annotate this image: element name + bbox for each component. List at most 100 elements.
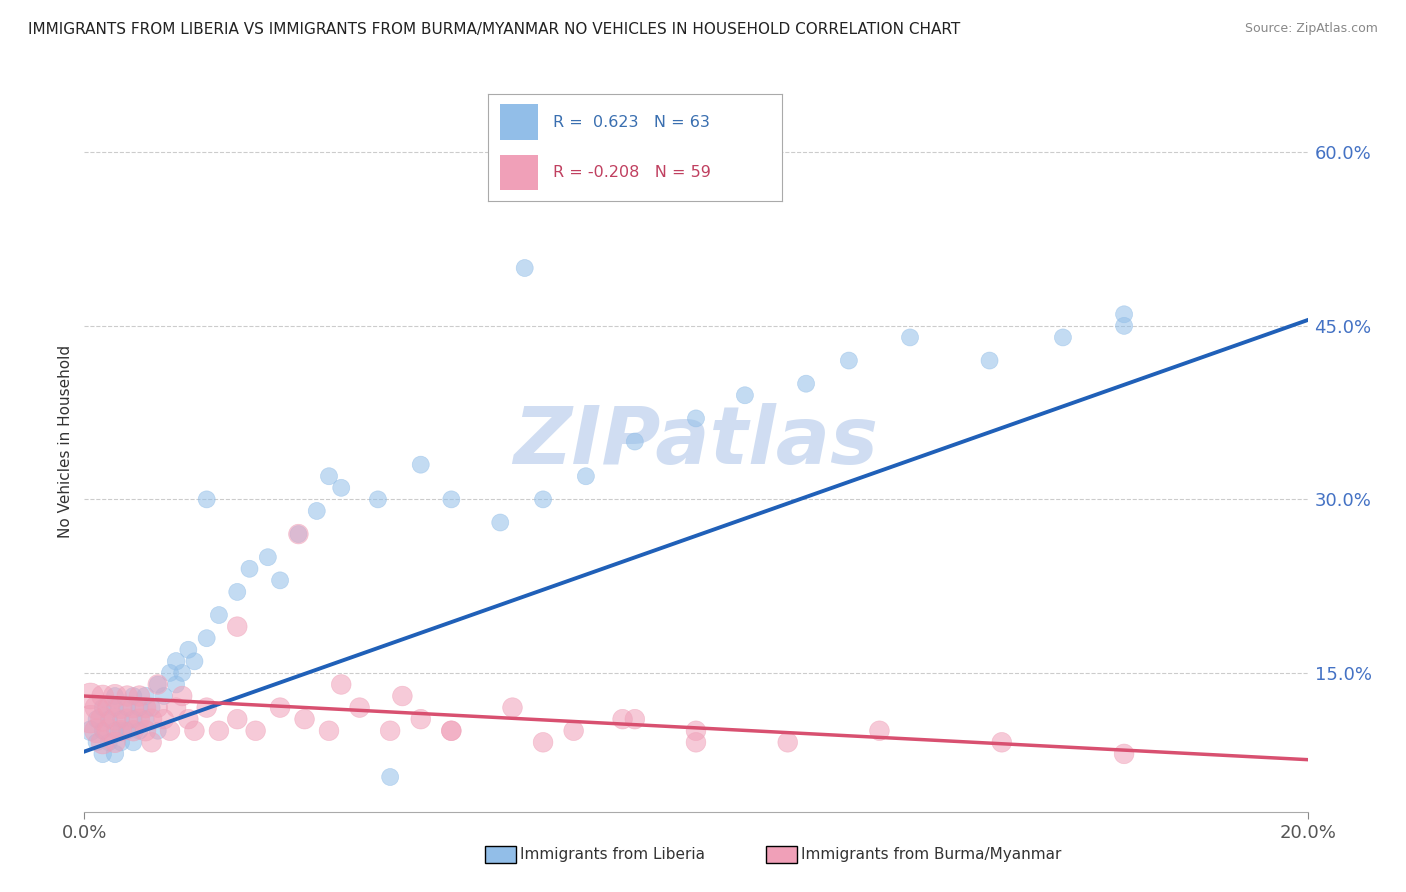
Point [440,723,463,738]
Point [776,735,799,749]
Point [1114,318,1136,333]
Point [294,712,316,726]
Point [141,712,163,726]
Point [122,712,145,726]
Point [183,654,205,668]
Point [269,574,291,588]
Point [575,469,598,483]
Point [115,700,138,714]
Point [330,677,353,691]
Y-axis label: No Vehicles in Household: No Vehicles in Household [58,345,73,538]
Point [165,700,187,714]
Point [128,700,150,714]
Point [269,700,291,714]
Point [1114,307,1136,321]
Point [287,527,309,541]
Point [208,723,231,738]
Point [104,747,127,761]
Point [115,689,138,703]
Text: ZIPatlas: ZIPatlas [513,402,879,481]
Point [624,712,647,726]
Point [172,689,194,703]
Point [146,700,169,714]
Point [685,411,707,425]
Point [685,735,707,749]
Point [318,723,340,738]
Point [195,492,218,507]
Point [1114,747,1136,761]
Point [172,665,194,680]
Point [165,654,187,668]
Point [177,642,200,657]
Point [86,735,108,749]
Point [128,723,150,738]
Point [380,723,402,738]
Point [159,665,181,680]
Point [110,700,132,714]
Point [195,700,218,714]
Point [104,723,127,738]
Point [122,723,145,738]
Point [183,723,205,738]
Point [440,492,463,507]
Point [135,689,157,703]
Point [115,712,138,726]
Point [489,516,512,530]
Point [979,353,1001,368]
Point [612,712,634,726]
Point [122,735,145,749]
Point [1052,330,1074,344]
Point [440,723,463,738]
Point [104,700,127,714]
Point [177,712,200,726]
Point [226,712,249,726]
Point [305,504,328,518]
Point [146,723,169,738]
Point [513,260,536,275]
Point [141,700,163,714]
Point [153,712,176,726]
Point [128,689,150,703]
Point [86,712,108,726]
Point [110,723,132,738]
Text: Immigrants from Liberia: Immigrants from Liberia [520,847,706,862]
Point [409,458,432,472]
Point [135,700,157,714]
Point [734,388,756,402]
Point [104,735,127,749]
Point [122,689,145,703]
Point [794,376,817,391]
Point [97,723,120,738]
Point [86,700,108,714]
Point [531,492,554,507]
Point [97,712,120,726]
Point [898,330,921,344]
Point [195,631,218,645]
Point [79,712,101,726]
Point [869,723,891,738]
Point [502,700,524,714]
Point [380,770,402,784]
Point [79,723,101,738]
Point [91,712,114,726]
Point [391,689,413,703]
Point [531,735,554,749]
Point [208,608,231,623]
Point [110,735,132,749]
Point [624,434,647,449]
Point [110,723,132,738]
Point [97,735,120,749]
Point [165,677,187,691]
Point [146,677,169,691]
Text: Immigrants from Burma/Myanmar: Immigrants from Burma/Myanmar [801,847,1062,862]
Point [318,469,340,483]
Point [104,712,127,726]
Point [330,481,353,495]
Point [91,689,114,703]
Point [838,353,860,368]
Point [110,712,132,726]
Point [238,562,260,576]
Point [245,723,267,738]
Point [141,735,163,749]
Point [104,689,127,703]
